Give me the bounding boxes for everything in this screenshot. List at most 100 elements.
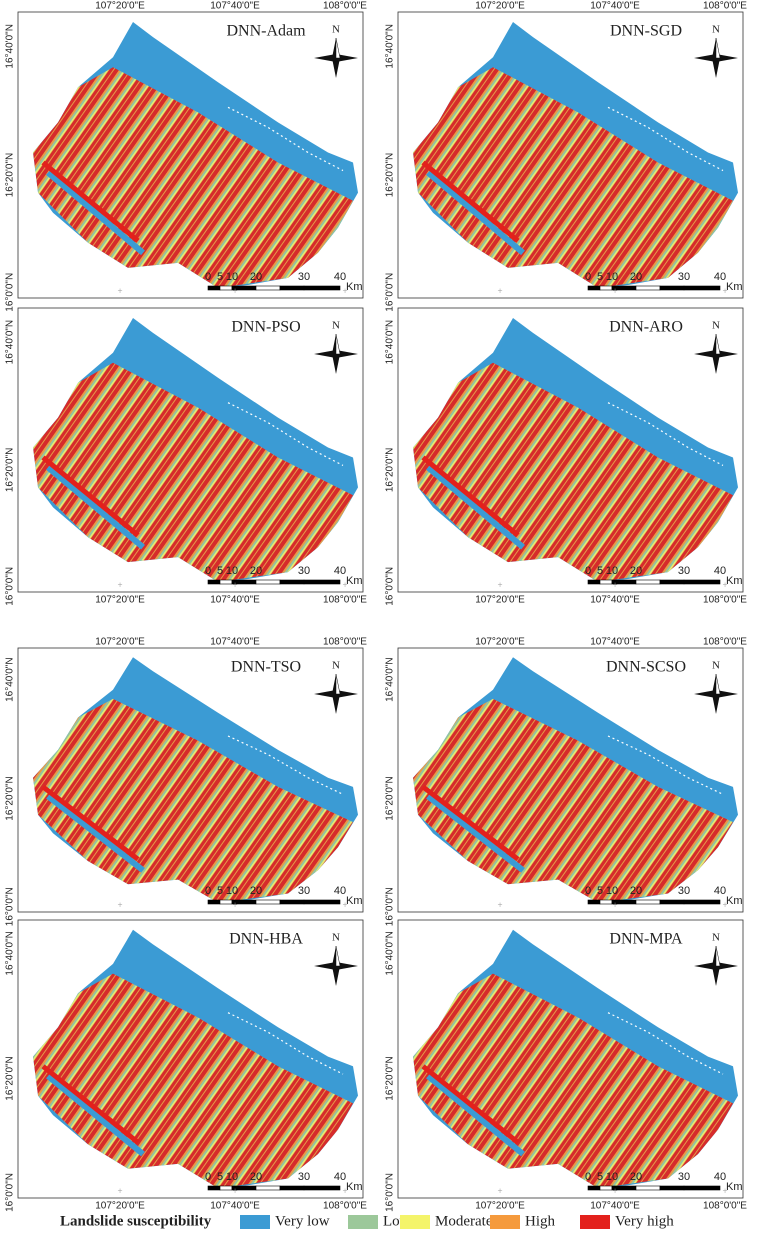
scale-segment — [683, 1185, 721, 1191]
scale-label: 20 — [250, 1171, 262, 1183]
scale-label: 40 — [334, 1171, 346, 1183]
north-label: N — [712, 932, 720, 944]
scale-segment — [659, 285, 685, 291]
north-arrow-light — [335, 37, 341, 59]
scale-label: 30 — [678, 565, 690, 577]
scale-segment — [207, 1185, 221, 1191]
lat-label: 16°0'0"N — [385, 273, 396, 312]
lon-label: 107°20'0"E — [475, 595, 525, 606]
inland-area — [33, 973, 353, 1189]
graticule-cross: + — [342, 286, 347, 296]
graticule-cross: + — [342, 900, 347, 910]
lon-label: 108°0'0"E — [703, 1, 747, 12]
susceptible-zone — [413, 973, 733, 1189]
lon-label: 107°20'0"E — [95, 637, 145, 648]
lat-label: 16°40'0"N — [385, 931, 396, 976]
scale-unit: Km — [726, 895, 743, 907]
panel-title: DNN-SCSO — [606, 659, 686, 676]
panel-title: DNN-MPA — [609, 931, 683, 948]
scale-segment — [683, 285, 721, 291]
scale-label: 5 — [597, 1171, 603, 1183]
river-valley — [46, 1073, 145, 1157]
scale-segment — [587, 1185, 601, 1191]
lon-label: 108°0'0"E — [323, 637, 367, 648]
scale-segment — [255, 899, 281, 905]
scale-unit: Km — [346, 1181, 363, 1193]
scale-segment — [683, 579, 721, 585]
lon-label: 107°20'0"E — [95, 595, 145, 606]
lon-label: 108°0'0"E — [703, 637, 747, 648]
inland-area — [413, 67, 733, 288]
lat-label: 16°20'0"N — [385, 1056, 396, 1101]
scale-label: 20 — [250, 885, 262, 897]
scale-segment — [303, 285, 341, 291]
susceptible-zone — [33, 698, 353, 903]
scale-segment — [587, 285, 601, 291]
scale-segment — [219, 899, 233, 905]
scale-segment — [599, 285, 613, 291]
scale-label: 40 — [714, 885, 726, 897]
lat-label: 16°0'0"N — [5, 567, 16, 606]
graticule-cross: + — [722, 580, 727, 590]
scale-label: 20 — [630, 1171, 642, 1183]
lat-label: 16°0'0"N — [385, 887, 396, 926]
north-arrow-light — [715, 37, 721, 59]
scale-label: 30 — [678, 1171, 690, 1183]
lat-label: 16°20'0"N — [5, 448, 16, 493]
scale-unit: Km — [346, 281, 363, 293]
graticule-cross: + — [612, 286, 617, 296]
legend-title: Landslide susceptibility — [60, 1213, 212, 1229]
lagoon-marks — [607, 402, 724, 466]
scale-label: 5 — [597, 565, 603, 577]
north-arrow-light — [715, 673, 721, 695]
valley-edge — [41, 160, 140, 243]
scale-segment — [255, 285, 281, 291]
scale-segment — [255, 1185, 281, 1191]
scale-segment — [219, 1185, 233, 1191]
scale-segment — [207, 899, 221, 905]
lon-label: 107°20'0"E — [95, 1, 145, 12]
graticule-cross: + — [497, 900, 502, 910]
graticule-cross: + — [117, 900, 122, 910]
legend-label: Moderate — [435, 1213, 493, 1229]
lat-label: 16°40'0"N — [5, 320, 16, 365]
scale-label: 30 — [678, 271, 690, 283]
lat-label: 16°20'0"N — [385, 448, 396, 493]
lon-label: 107°40'0"E — [590, 1, 640, 12]
river-valley — [426, 465, 525, 550]
scale-label: 10 — [606, 271, 618, 283]
inland-area — [33, 362, 353, 582]
scale-label: 0 — [585, 885, 591, 897]
lon-label: 108°0'0"E — [703, 595, 747, 606]
lagoon-marks — [607, 106, 724, 172]
graticule-cross: + — [722, 1186, 727, 1196]
lon-label: 107°40'0"E — [210, 637, 260, 648]
lat-label: 16°0'0"N — [385, 1173, 396, 1212]
inland-area — [413, 698, 733, 903]
lat-label: 16°40'0"N — [5, 24, 16, 69]
lon-label: 108°0'0"E — [323, 1, 367, 12]
scale-label: 40 — [714, 271, 726, 283]
graticule-cross: + — [497, 1186, 502, 1196]
north-label: N — [332, 24, 340, 36]
north-arrow-light — [715, 333, 721, 355]
north-label: N — [712, 320, 720, 332]
scale-label: 5 — [217, 271, 223, 283]
north-label: N — [332, 320, 340, 332]
lon-label: 107°40'0"E — [210, 1201, 260, 1212]
scale-segment — [279, 579, 305, 585]
scale-segment — [587, 579, 601, 585]
river-valley — [46, 465, 145, 550]
scale-label: 40 — [334, 271, 346, 283]
scale-segment — [635, 579, 661, 585]
scale-segment — [587, 899, 601, 905]
valley-edge — [41, 1064, 140, 1145]
lon-label: 107°20'0"E — [475, 1, 525, 12]
panel-title: DNN-SGD — [610, 23, 682, 40]
susceptible-zone — [33, 973, 353, 1189]
scale-label: 40 — [714, 1171, 726, 1183]
scale-segment — [303, 899, 341, 905]
